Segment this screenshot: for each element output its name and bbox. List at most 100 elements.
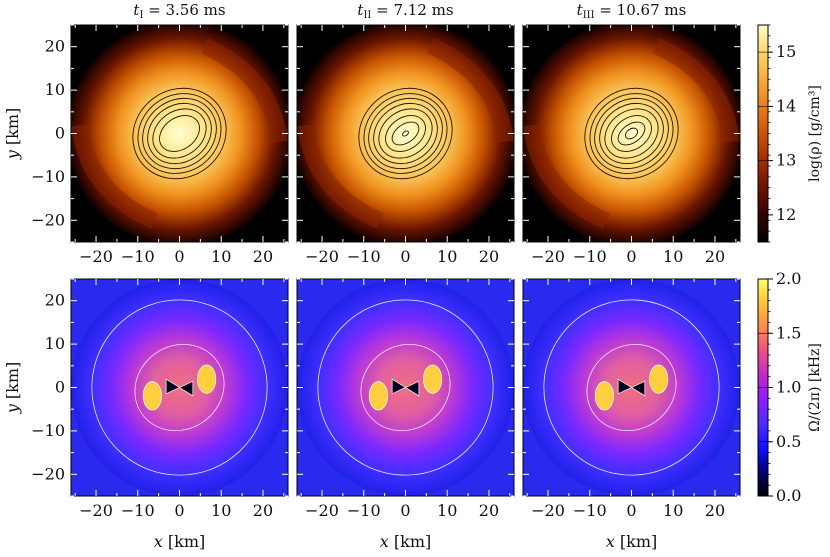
x-tick-label: 10 xyxy=(437,501,457,520)
x-tick-label: −20 xyxy=(305,247,339,266)
x-axis-label: x [km] xyxy=(380,532,431,551)
density-field xyxy=(71,25,288,242)
x-tick-label: −20 xyxy=(79,501,113,520)
colorbar-tick-label: 12 xyxy=(776,205,796,224)
panel-r0-c1 xyxy=(296,24,515,243)
omega-core-bowtie xyxy=(391,378,420,397)
density-contour xyxy=(152,108,207,159)
panel-r1-c2 xyxy=(522,278,741,497)
density-contour xyxy=(589,93,674,174)
density-contour xyxy=(604,108,659,159)
x-tick-label: 20 xyxy=(253,501,273,520)
colorbar-label: log(ρ) [g/cm³] xyxy=(807,85,823,182)
x-axis-label: x [km] xyxy=(154,532,205,551)
x-tick-label: 20 xyxy=(705,247,725,266)
x-tick-label: 0 xyxy=(626,247,636,266)
x-tick-label: −20 xyxy=(305,501,339,520)
x-tick-label: 20 xyxy=(253,247,273,266)
x-tick-label: −10 xyxy=(347,247,381,266)
colorbar-tick-label: 1.0 xyxy=(776,378,801,397)
density-field xyxy=(523,25,740,242)
y-tick-label: 10 xyxy=(45,80,65,99)
x-tick-label: 10 xyxy=(437,247,457,266)
omega-contour-inner xyxy=(134,343,225,432)
omega-core-bowtie xyxy=(165,378,194,397)
omega-core-bowtie xyxy=(617,378,646,397)
density-contour xyxy=(391,121,420,146)
colorbar-tick-label: 0.0 xyxy=(776,486,801,505)
density-contour xyxy=(378,108,433,159)
y-tick-label: −10 xyxy=(31,421,65,440)
omega-contour-outer xyxy=(91,299,268,476)
density-contour xyxy=(159,115,200,152)
x-tick-label: −20 xyxy=(531,247,565,266)
density-contour xyxy=(385,115,426,152)
time-label: tII = 7.12 ms xyxy=(357,1,453,21)
x-tick-label: 0 xyxy=(174,501,184,520)
time-label: tI = 3.56 ms xyxy=(133,1,225,21)
y-axis-label: y [km] xyxy=(3,362,22,414)
x-tick-label: −10 xyxy=(121,501,155,520)
x-tick-label: −20 xyxy=(79,247,113,266)
omega-contour-inner xyxy=(360,343,451,432)
omega-contour-outer xyxy=(317,299,494,476)
y-axis-label: y [km] xyxy=(3,108,22,160)
omega-peak-lobe xyxy=(649,364,669,394)
density-contour xyxy=(584,87,679,180)
omega-peak-lobe xyxy=(423,364,443,394)
y-tick-label: 20 xyxy=(45,291,65,310)
omega-peak-lobe xyxy=(197,364,217,394)
density-contour xyxy=(594,97,669,170)
omega-peak-lobe xyxy=(368,381,388,411)
x-tick-label: 0 xyxy=(174,247,184,266)
density-contour xyxy=(358,87,453,180)
panel-r1-c1 xyxy=(296,278,515,497)
x-tick-label: 20 xyxy=(479,247,499,266)
y-tick-label: −20 xyxy=(31,210,65,229)
omega-contour-inner xyxy=(586,343,677,432)
colorbar-tick-label: 0.5 xyxy=(776,432,801,451)
density-contour xyxy=(368,97,443,170)
x-tick-label: −10 xyxy=(121,247,155,266)
y-tick-label: 20 xyxy=(45,37,65,56)
density-contour xyxy=(599,102,664,165)
x-tick-label: 20 xyxy=(479,501,499,520)
omega-contour-outer xyxy=(543,299,720,476)
colorbar-density: 12 13 14 15 log(ρ) [g/cm³] xyxy=(757,24,823,243)
density-contour xyxy=(142,97,217,170)
y-tick-label: −20 xyxy=(31,464,65,483)
density-contour xyxy=(373,102,438,165)
y-tick-label: 10 xyxy=(45,334,65,353)
panel-r1-c0 xyxy=(70,278,289,497)
x-tick-label: −10 xyxy=(573,247,607,266)
density-contour xyxy=(132,87,227,180)
x-tick-label: −10 xyxy=(347,501,381,520)
x-axis-label: x [km] xyxy=(606,532,657,551)
x-tick-label: 0 xyxy=(626,501,636,520)
density-contour xyxy=(147,102,212,165)
colorbar-tick-label: 13 xyxy=(776,151,796,170)
x-tick-label: 10 xyxy=(663,501,683,520)
colorbar-tick-label: 14 xyxy=(776,96,796,115)
x-tick-label: 0 xyxy=(400,247,410,266)
y-tick-label: 0 xyxy=(55,124,65,143)
colorbar-tick-label: 2.0 xyxy=(776,269,801,288)
omega-peak-lobe xyxy=(142,381,162,411)
density-contour xyxy=(617,121,646,146)
density-field xyxy=(297,25,514,242)
x-tick-label: 20 xyxy=(705,501,725,520)
x-tick-label: −20 xyxy=(531,501,565,520)
density-contour xyxy=(363,93,448,174)
time-label: tIII = 10.67 ms xyxy=(577,1,687,21)
x-tick-label: 10 xyxy=(211,247,231,266)
colorbar-tick-label: 15 xyxy=(776,42,796,61)
x-tick-label: 10 xyxy=(663,247,683,266)
panel-r0-c2 xyxy=(522,24,741,243)
y-tick-label: −10 xyxy=(31,167,65,186)
colorbar-label: Ω/(2π) [kHz] xyxy=(807,343,823,432)
colorbar-angular_velocity: 0.0 0.5 1.0 1.5 2.0 Ω/(2π) [kHz] xyxy=(757,269,823,505)
x-tick-label: 0 xyxy=(400,501,410,520)
y-tick-label: 0 xyxy=(55,378,65,397)
density-contour xyxy=(611,115,652,152)
